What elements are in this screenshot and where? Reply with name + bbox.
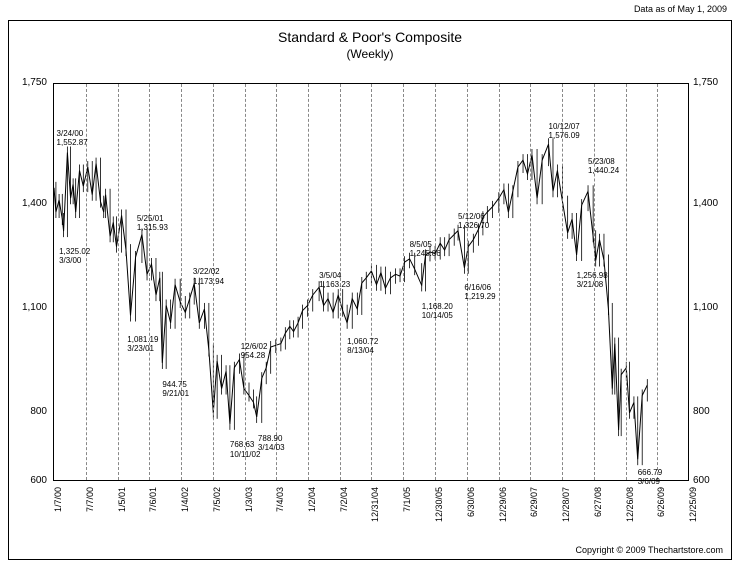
x-tick-label: 12/31/04	[370, 487, 380, 531]
x-tick-label: 7/6/01	[148, 487, 158, 531]
copyright: Copyright © 2009 Thechartstore.com	[575, 545, 723, 555]
y-tick-right: 600	[693, 475, 729, 486]
annotation: 3/24/001,552.87	[57, 129, 88, 147]
grid-line	[657, 84, 658, 480]
x-tick-label: 7/1/05	[402, 487, 412, 531]
annotation: 12/6/02954.28	[241, 342, 268, 360]
annotation: 944.759/21/01	[162, 380, 189, 398]
x-tick-label: 12/25/09	[688, 487, 698, 531]
grid-line	[435, 84, 436, 480]
annotation: 768.6310/11/02	[230, 440, 261, 458]
annotation: 5/23/081,440.24	[588, 157, 619, 175]
x-tick-label: 12/28/07	[561, 487, 571, 531]
x-tick-label: 1/2/04	[307, 487, 317, 531]
x-tick-label: 7/4/03	[275, 487, 285, 531]
annotation: 1,256.983/21/08	[577, 271, 608, 289]
y-tick-left: 800	[11, 406, 47, 417]
grid-line	[626, 84, 627, 480]
grid-line	[530, 84, 531, 480]
grid-line	[245, 84, 246, 480]
y-tick-left: 1,100	[11, 302, 47, 313]
x-tick-label: 6/29/07	[529, 487, 539, 531]
annotation: 1,060.728/13/04	[347, 337, 378, 355]
x-tick-label: 12/30/05	[434, 487, 444, 531]
plot-area: 3/24/001,552.87 1,325.023/3/00 5/25/011,31…	[53, 83, 689, 481]
grid-line	[371, 84, 372, 480]
chart-subtitle: (Weekly)	[9, 47, 731, 61]
x-tick-label: 1/3/03	[244, 487, 254, 531]
y-tick-left: 1,400	[11, 198, 47, 209]
annotation: 3/5/041,163.23	[319, 271, 350, 289]
x-tick-label: 6/30/06	[466, 487, 476, 531]
x-tick-label: 12/26/08	[625, 487, 635, 531]
grid-line	[276, 84, 277, 480]
y-tick-right: 1,400	[693, 198, 729, 209]
x-tick-label: 7/7/00	[85, 487, 95, 531]
grid-line	[181, 84, 182, 480]
x-tick-label: 7/2/04	[339, 487, 349, 531]
annotation: 10/12/071,576.09	[549, 122, 580, 140]
grid-line	[562, 84, 563, 480]
grid-line	[403, 84, 404, 480]
grid-line	[467, 84, 468, 480]
x-tick-label: 12/29/06	[498, 487, 508, 531]
annotation: 6/16/061,219.29	[464, 283, 495, 301]
annotation: 3/22/021,173.94	[193, 267, 224, 285]
x-tick-label: 1/7/00	[53, 487, 63, 531]
data-as-of: Data as of May 1, 2009	[634, 4, 727, 14]
x-tick-label: 6/27/08	[593, 487, 603, 531]
y-tick-right: 1,750	[693, 77, 729, 88]
annotation: 8/5/051,245.86	[410, 240, 441, 258]
grid-line	[149, 84, 150, 480]
x-tick-label: 7/5/02	[212, 487, 222, 531]
grid-line	[499, 84, 500, 480]
y-tick-right: 1,100	[693, 302, 729, 313]
y-tick-right: 800	[693, 406, 729, 417]
x-tick-label: 1/5/01	[117, 487, 127, 531]
annotation: 1,168.2010/14/05	[422, 302, 453, 320]
grid-line	[308, 84, 309, 480]
chart-frame: Standard & Poor's Composite (Weekly) 3/2…	[8, 20, 732, 560]
y-tick-left: 600	[11, 475, 47, 486]
x-tick-label: 6/26/09	[656, 487, 666, 531]
grid-line	[118, 84, 119, 480]
annotation: 5/12/061,326.70	[458, 212, 489, 230]
chart-title: Standard & Poor's Composite	[9, 29, 731, 45]
y-tick-left: 1,750	[11, 77, 47, 88]
annotation: 1,081.193/23/01	[127, 335, 158, 353]
x-tick-label: 1/4/02	[180, 487, 190, 531]
annotation: 788.903/14/03	[258, 434, 285, 452]
annotation: 1,325.023/3/00	[59, 247, 90, 265]
annotation: 666.793/6/09	[638, 468, 662, 486]
annotation: 5/25/011,315.93	[137, 214, 168, 232]
